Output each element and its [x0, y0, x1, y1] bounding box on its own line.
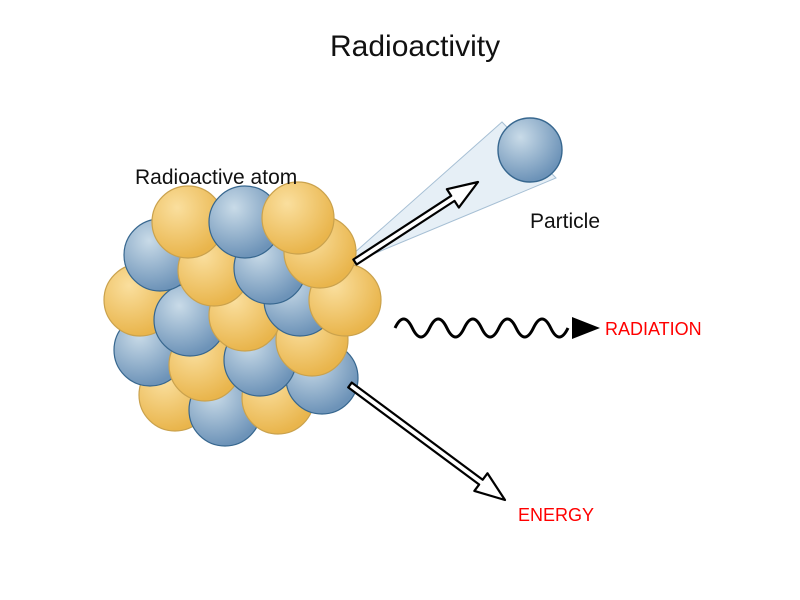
label-radiation: RADIATION — [605, 320, 702, 340]
particle-arrow-icon — [353, 182, 478, 265]
diagram-canvas: Radioactivity Radioactive atom Particle … — [0, 0, 800, 600]
emitted-particle — [498, 118, 562, 182]
energy-arrow-icon — [348, 383, 505, 500]
nucleon-proton — [262, 182, 334, 254]
emitted-particle-sphere — [498, 118, 562, 182]
nucleus-cluster — [104, 182, 381, 446]
drawing-layer — [0, 0, 800, 600]
radiation-arrowhead-icon — [572, 317, 600, 339]
label-radioactive-atom: Radioactive atom — [135, 166, 297, 189]
label-particle: Particle — [530, 210, 600, 233]
label-energy: ENERGY — [518, 506, 594, 526]
radiation-wave-icon — [395, 319, 568, 337]
